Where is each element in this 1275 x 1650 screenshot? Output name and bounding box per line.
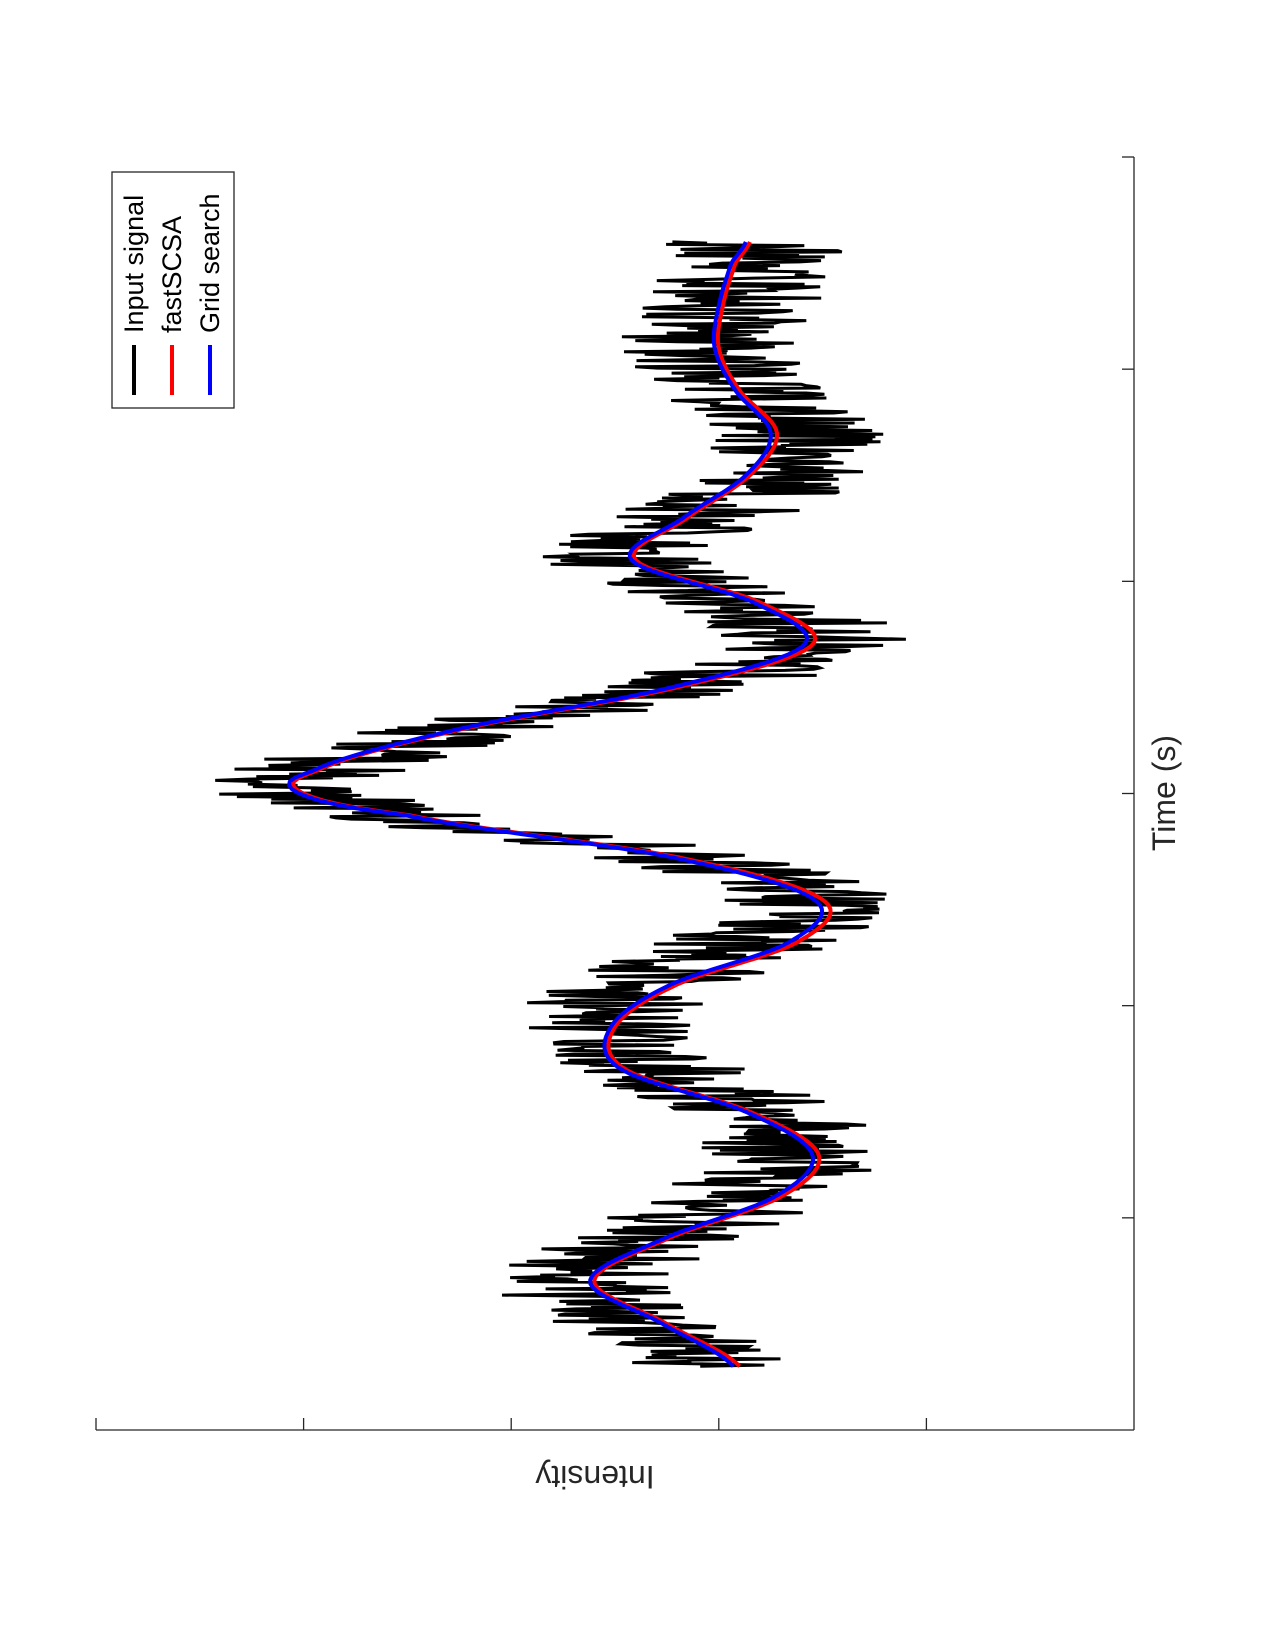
legend: Input signal fastSCSA Grid search xyxy=(111,171,235,409)
series-grid-search-line xyxy=(286,241,825,1368)
legend-label: Grid search xyxy=(195,193,225,333)
series-input-signal-line xyxy=(215,240,906,1368)
y-axis-label: Intensity xyxy=(535,1459,654,1495)
axes xyxy=(95,156,1135,1431)
plot-area xyxy=(215,240,906,1368)
legend-label: Input signal xyxy=(119,195,149,333)
legend-label: fastSCSA xyxy=(157,216,187,333)
x-axis-label: Time (s) xyxy=(1146,735,1182,851)
